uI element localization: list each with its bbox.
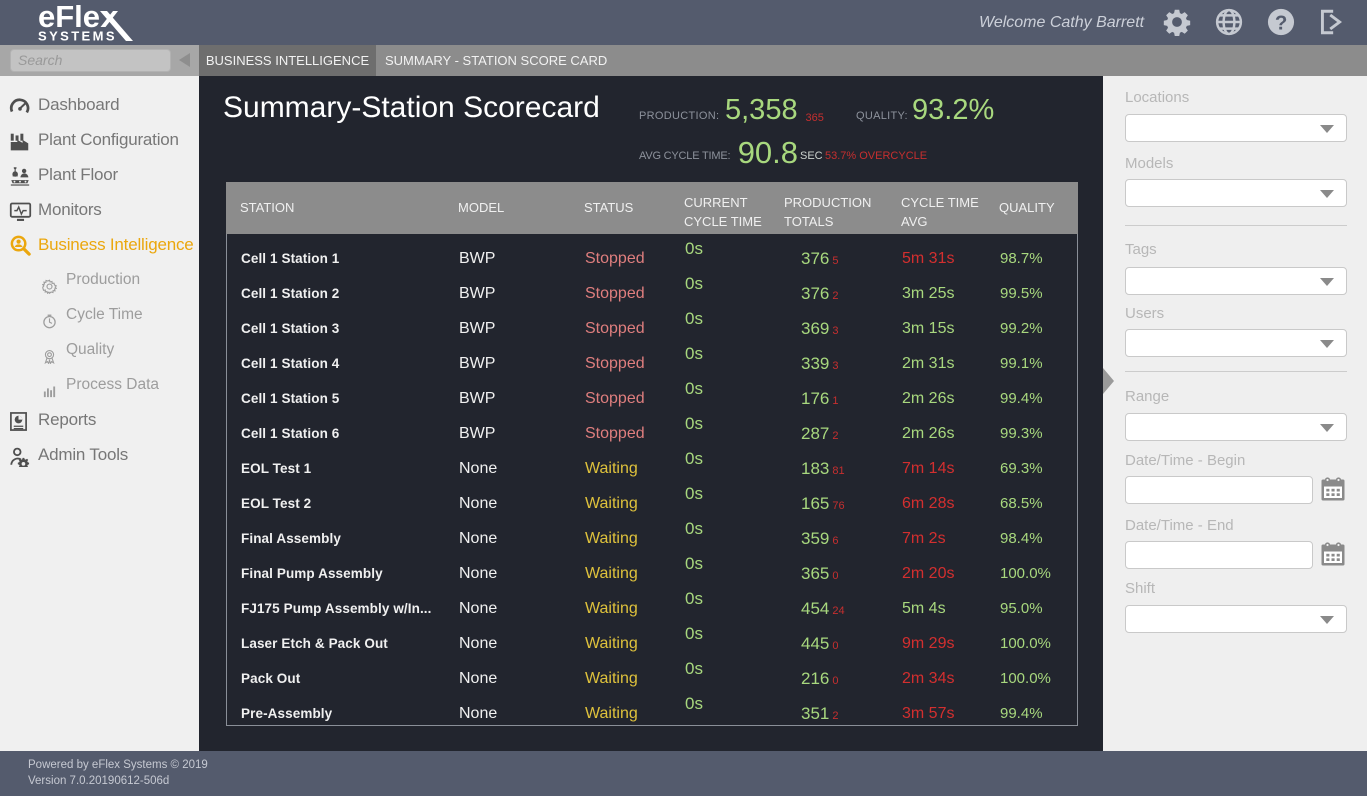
svg-text:SYSTEMS: SYSTEMS (38, 29, 117, 44)
svg-text:?: ? (1275, 13, 1287, 35)
svg-text:eFle: eFle (38, 2, 100, 34)
